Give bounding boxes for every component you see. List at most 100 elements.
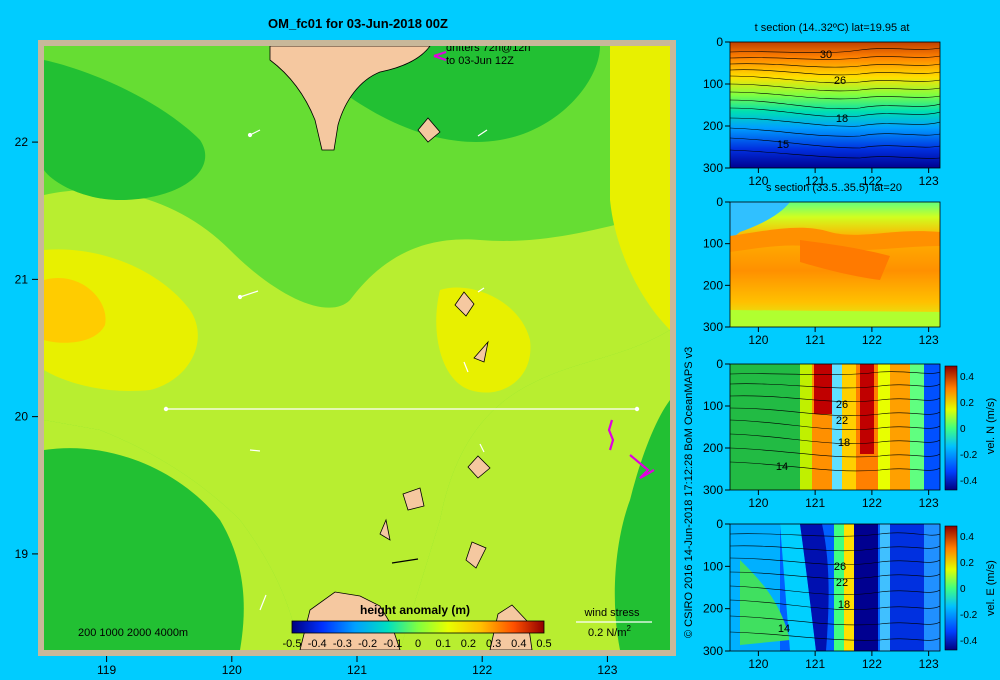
drifter-tracks [433,50,655,479]
contour-label: 18 [838,599,850,611]
colorbar-tick-label: 0.2 [461,638,476,650]
contour-label: 22 [836,577,848,589]
section-x-tick-label: 121 [805,496,825,510]
map-plot-area: drifters 72h@12h to 03-Jun 12Z 200 1000 … [44,42,670,650]
s-section-title: s section (33.5..35.5) lat=20 [766,182,902,194]
s-section-y-tick-labels: 0 100 200 300 [703,195,730,334]
section-x-tick-label: 120 [748,496,768,510]
map-y-tick-label: 19 [15,547,29,561]
colorbar-tick-label: -0.2 [960,610,978,621]
vn-section-contour-labels: 26 22 18 14 [776,399,850,473]
colorbar-tick-label: 0.4 [960,372,974,383]
colorbar-tick-label: 0 [415,638,421,650]
t-section-contour-labels: 30 26 18 15 [777,49,848,151]
s-section-x-tick-labels: 120 121 122 123 [748,327,939,347]
section-y-tick-label: 300 [703,483,723,497]
vel-n-colorbar-label: vel. N (m/s) [985,398,997,454]
colorbar-tick-label: 0.3 [486,638,501,650]
land-taiwan [269,46,431,151]
map-y-tick-labels: 22 21 20 19 [15,135,38,561]
section-y-tick-label: 300 [703,644,723,658]
map-x-tick-label: 121 [347,663,367,677]
ve-section-x-tick-labels: 120 121 122 123 [748,651,939,671]
t-section-x-tick-labels: 120 121 122 123 [748,168,939,188]
vn-section-panel [729,363,958,491]
section-y-tick-label: 0 [716,517,723,531]
vel-n-colorbar-tick-labels: 0.4 0.2 0 -0.2 -0.4 [960,372,978,487]
drifter-label-line-1: drifters 72h@12h [446,42,531,54]
sea-level-band-light [44,190,670,650]
colorbar-tick-label: -0.4 [960,476,978,487]
colorbar-tick-label: -0.2 [358,638,377,650]
section-y-tick-label: 300 [703,320,723,334]
section-x-tick-label: 120 [748,174,768,188]
colorbar-tick-label: -0.2 [960,450,978,461]
colorbar-tick-label: -0.5 [283,638,302,650]
land-island-7 [465,541,487,569]
vn-section-y-tick-labels: 0 100 200 300 [703,357,730,497]
ve-section-contour-labels: 26 22 18 14 [778,561,850,635]
section-x-tick-label: 121 [805,333,825,347]
sea-level-band-dark-ne [330,46,600,142]
wind-stress-label: wind stress [583,607,640,619]
section-y-tick-label: 100 [703,237,723,251]
sea-level-band-dark-se [614,400,670,650]
contour-label: 18 [838,437,850,449]
section-x-tick-label: 121 [805,174,825,188]
colorbar-tick-label: -0.4 [308,638,327,650]
colorbar-tick-label: 0.4 [960,532,974,543]
colorbar-tick-label: 0.1 [436,638,451,650]
section-y-tick-label: 100 [703,399,723,413]
current-vectors [237,129,488,611]
contour-label: 14 [776,461,788,473]
land-island-2 [454,291,475,317]
contour-label: 26 [834,75,846,87]
contour-label: 26 [836,399,848,411]
sea-level-band-yellow-east [610,46,670,330]
section-y-tick-label: 100 [703,559,723,573]
credit-line: © CSIRO 2016 14-Jun-2018 17:12:28 BoM Oc… [683,347,695,638]
t-section-y-tick-labels: 0 100 200 300 [703,35,730,175]
colorbar-tick-label: 0 [960,584,966,595]
contour-label: 30 [820,49,832,61]
t-section-panel [729,41,941,169]
colorbar-tick-label: -0.4 [960,636,978,647]
section-x-tick-label: 123 [919,657,939,671]
depth-contour-legend: 200 1000 2000 4000m [78,627,188,639]
map-x-tick-label: 123 [597,663,617,677]
colorbar-tick-label: 0.2 [960,398,974,409]
map-x-tick-labels: 119 120 121 122 123 [97,656,618,677]
colorbar-tick-label: 0.2 [960,558,974,569]
wind-scale-value: 0.2 N/m [588,627,627,639]
sea-level-patch-yellow-mid [436,287,531,393]
map-y-tick-label: 20 [15,410,29,424]
wind-stress-scale: 0.2 N/m2 [588,624,632,639]
vn-section-x-tick-labels: 120 121 122 123 [748,490,939,510]
colorbar-tick-label: 0.4 [511,638,526,650]
sea-level-band-dark-nw [44,60,206,200]
section-y-tick-label: 200 [703,441,723,455]
section-x-tick-label: 122 [862,657,882,671]
map-y-tick-label: 22 [15,135,29,149]
colorbar-tick-label: 0 [960,424,966,435]
section-x-tick-label: 123 [919,174,939,188]
section-y-tick-label: 0 [716,35,723,49]
section-x-tick-label: 123 [919,333,939,347]
height-anomaly-colorbar [291,620,545,634]
colorbar-title: height anomaly (m) [360,603,470,617]
s-section-panel [729,201,941,328]
land-island-1 [417,117,441,143]
land-island-5 [402,487,425,511]
section-y-tick-label: 0 [716,357,723,371]
section-x-tick-label: 122 [862,333,882,347]
colorbar-tick-label: 0.5 [536,638,551,650]
colorbar-tick-label: -0.3 [333,638,352,650]
map-y-tick-label: 21 [15,272,29,286]
contour-label: 26 [834,561,846,573]
section-x-tick-label: 121 [805,657,825,671]
ve-section-panel [729,523,958,652]
map-x-tick-label: 122 [472,663,492,677]
section-y-tick-label: 200 [703,602,723,616]
ve-section-y-tick-labels: 0 100 200 300 [703,517,730,658]
